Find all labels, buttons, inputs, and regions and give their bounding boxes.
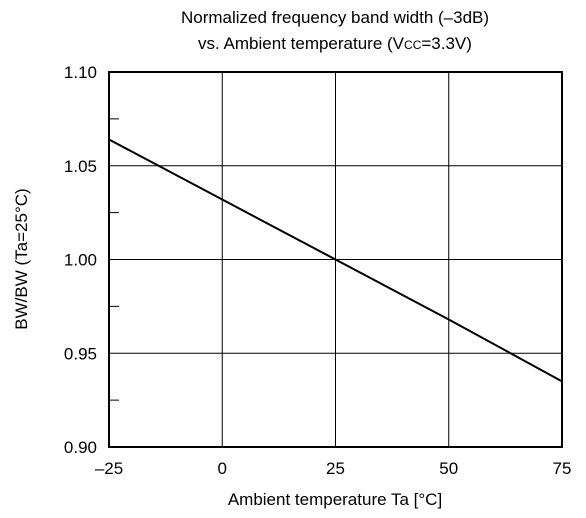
minor-ticks [109, 118, 119, 401]
x-tick-label: 50 [439, 459, 458, 478]
x-tick-label: 25 [326, 459, 345, 478]
x-tick-label: –25 [95, 459, 123, 478]
y-tick-label: 0.90 [64, 438, 97, 457]
y-tick-label: 0.95 [64, 344, 97, 363]
chart-title-line-1: Normalized frequency band width (–3dB) [181, 8, 489, 27]
y-axis-label: BW/BW (Ta=25°C) [12, 188, 31, 329]
y-tick-label: 1.10 [64, 63, 97, 82]
series-layer [108, 138, 563, 383]
y-tick-label: 1.00 [64, 251, 97, 270]
chart-title-line-2: vs. Ambient temperature (VCC=3.3V) [198, 34, 472, 53]
x-tick-label: 75 [553, 459, 572, 478]
y-tick-label: 1.05 [64, 157, 97, 176]
series-line-0 [108, 138, 563, 383]
plot-frame [108, 71, 563, 448]
x-axis-ticks: –25 0 25 50 75 [95, 459, 572, 478]
x-tick-label: 0 [218, 459, 227, 478]
y-axis-ticks: 0.90 0.95 1.00 1.05 1.10 [64, 63, 97, 457]
x-axis-label: Ambient temperature Ta [°C] [228, 490, 442, 509]
